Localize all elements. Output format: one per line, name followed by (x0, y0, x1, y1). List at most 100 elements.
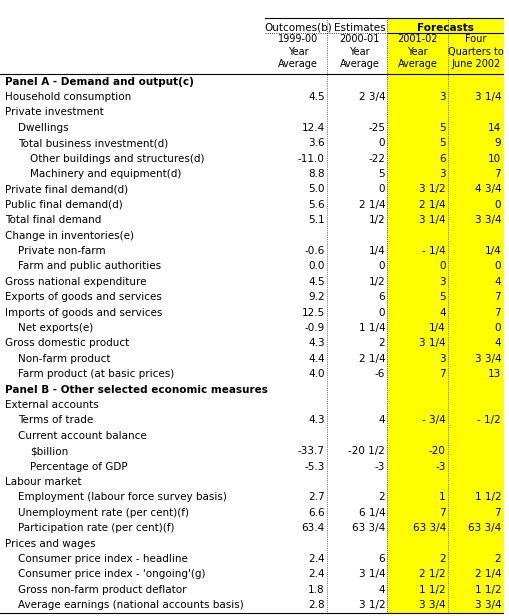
Text: 0: 0 (438, 261, 445, 272)
Text: Imports of goods and services: Imports of goods and services (5, 307, 162, 318)
Text: -25: -25 (367, 123, 384, 133)
Text: 4: 4 (494, 338, 500, 349)
Text: 0: 0 (378, 307, 384, 318)
Text: 4.3: 4.3 (307, 415, 324, 426)
Text: 1 1/2: 1 1/2 (474, 492, 500, 503)
Text: External accounts: External accounts (5, 400, 99, 410)
Text: -6: -6 (374, 369, 384, 379)
Text: 2.8: 2.8 (307, 600, 324, 610)
Text: 63.4: 63.4 (301, 523, 324, 533)
Text: 1999-00
Year
Average: 1999-00 Year Average (277, 34, 318, 69)
Text: 3: 3 (438, 277, 445, 287)
Text: -3: -3 (435, 461, 445, 472)
Text: Four
Quarters to
June 2002: Four Quarters to June 2002 (447, 34, 503, 69)
Text: 3 1/4: 3 1/4 (418, 338, 445, 349)
Text: 5: 5 (378, 169, 384, 179)
Text: 1/2: 1/2 (368, 277, 384, 287)
Text: 4: 4 (378, 415, 384, 426)
Text: Gross domestic product: Gross domestic product (5, 338, 129, 349)
Text: 4: 4 (438, 307, 445, 318)
Text: 3 1/4: 3 1/4 (474, 92, 500, 102)
Text: - 3/4: - 3/4 (421, 415, 445, 426)
Text: 3: 3 (438, 92, 445, 102)
Text: 4: 4 (378, 585, 384, 595)
Text: Other buildings and structures(d): Other buildings and structures(d) (30, 153, 204, 164)
Text: 12.5: 12.5 (301, 307, 324, 318)
Text: -22: -22 (367, 153, 384, 164)
Text: 8.8: 8.8 (307, 169, 324, 179)
Text: Forecasts: Forecasts (416, 23, 473, 33)
Text: 1/4: 1/4 (428, 323, 445, 333)
Text: 2 1/4: 2 1/4 (358, 354, 384, 364)
Text: 12.4: 12.4 (301, 123, 324, 133)
Text: Panel B - Other selected economic measures: Panel B - Other selected economic measur… (5, 384, 267, 395)
Text: -3: -3 (374, 461, 384, 472)
Text: Private final demand(d): Private final demand(d) (5, 184, 128, 195)
Text: 4.5: 4.5 (307, 277, 324, 287)
Text: 13: 13 (487, 369, 500, 379)
Text: 1.8: 1.8 (307, 585, 324, 595)
Text: 63 3/4: 63 3/4 (467, 523, 500, 533)
Text: 2: 2 (494, 554, 500, 564)
Text: 3 3/4: 3 3/4 (474, 600, 500, 610)
Text: 1 1/2: 1 1/2 (474, 585, 500, 595)
Text: 3 3/4: 3 3/4 (418, 600, 445, 610)
Text: -20 1/2: -20 1/2 (348, 446, 384, 456)
Text: 4: 4 (494, 277, 500, 287)
Text: 3 1/2: 3 1/2 (418, 184, 445, 195)
Text: 4 3/4: 4 3/4 (474, 184, 500, 195)
Text: 3 3/4: 3 3/4 (474, 215, 500, 225)
Text: 1 1/4: 1 1/4 (358, 323, 384, 333)
Text: Private investment: Private investment (5, 107, 104, 118)
Text: -5.3: -5.3 (304, 461, 324, 472)
Text: 5: 5 (438, 292, 445, 302)
Text: -11.0: -11.0 (297, 153, 324, 164)
Text: Household consumption: Household consumption (5, 92, 131, 102)
Text: Participation rate (per cent)(f): Participation rate (per cent)(f) (18, 523, 174, 533)
Text: 1 1/2: 1 1/2 (418, 585, 445, 595)
Text: 7: 7 (494, 307, 500, 318)
Text: 2: 2 (378, 338, 384, 349)
Text: 5.1: 5.1 (307, 215, 324, 225)
Text: 9.2: 9.2 (307, 292, 324, 302)
Text: 0: 0 (494, 323, 500, 333)
Text: 6.6: 6.6 (307, 508, 324, 518)
Text: 2.7: 2.7 (307, 492, 324, 503)
Text: 2: 2 (438, 554, 445, 564)
Text: Percentage of GDP: Percentage of GDP (30, 461, 128, 472)
Text: 2 1/4: 2 1/4 (418, 200, 445, 210)
Text: Non-farm product: Non-farm product (18, 354, 110, 364)
Text: Panel A - Demand and output(c): Panel A - Demand and output(c) (5, 76, 193, 87)
Text: 7: 7 (494, 508, 500, 518)
Text: 14: 14 (487, 123, 500, 133)
Text: 2000-01
Year
Average: 2000-01 Year Average (338, 34, 379, 69)
Text: Current account balance: Current account balance (18, 431, 146, 441)
Text: 3 3/4: 3 3/4 (474, 354, 500, 364)
Text: 0: 0 (494, 200, 500, 210)
Text: 1/2: 1/2 (368, 215, 384, 225)
Text: Employment (labour force survey basis): Employment (labour force survey basis) (18, 492, 226, 503)
Text: 7: 7 (438, 508, 445, 518)
Text: Farm product (at basic prices): Farm product (at basic prices) (18, 369, 174, 379)
Text: Change in inventories(e): Change in inventories(e) (5, 230, 134, 241)
Text: 4.0: 4.0 (307, 369, 324, 379)
Text: 7: 7 (438, 369, 445, 379)
Text: Public final demand(d): Public final demand(d) (5, 200, 123, 210)
Text: 5: 5 (438, 138, 445, 148)
Text: 0: 0 (378, 138, 384, 148)
Text: 2 1/2: 2 1/2 (418, 569, 445, 580)
Text: 63 3/4: 63 3/4 (351, 523, 384, 533)
Text: Outcomes(b): Outcomes(b) (264, 23, 331, 33)
Text: Average earnings (national accounts basis): Average earnings (national accounts basi… (18, 600, 243, 610)
Text: Total final demand: Total final demand (5, 215, 101, 225)
Text: 2 1/4: 2 1/4 (474, 569, 500, 580)
Text: 3: 3 (438, 354, 445, 364)
Text: 7: 7 (494, 169, 500, 179)
Bar (386, 18, 503, 613)
Text: Unemployment rate (per cent)(f): Unemployment rate (per cent)(f) (18, 508, 188, 518)
Text: 9: 9 (494, 138, 500, 148)
Text: Net exports(e): Net exports(e) (18, 323, 93, 333)
Text: Gross non-farm product deflator: Gross non-farm product deflator (18, 585, 186, 595)
Text: 63 3/4: 63 3/4 (412, 523, 445, 533)
Text: - 1/2: - 1/2 (476, 415, 500, 426)
